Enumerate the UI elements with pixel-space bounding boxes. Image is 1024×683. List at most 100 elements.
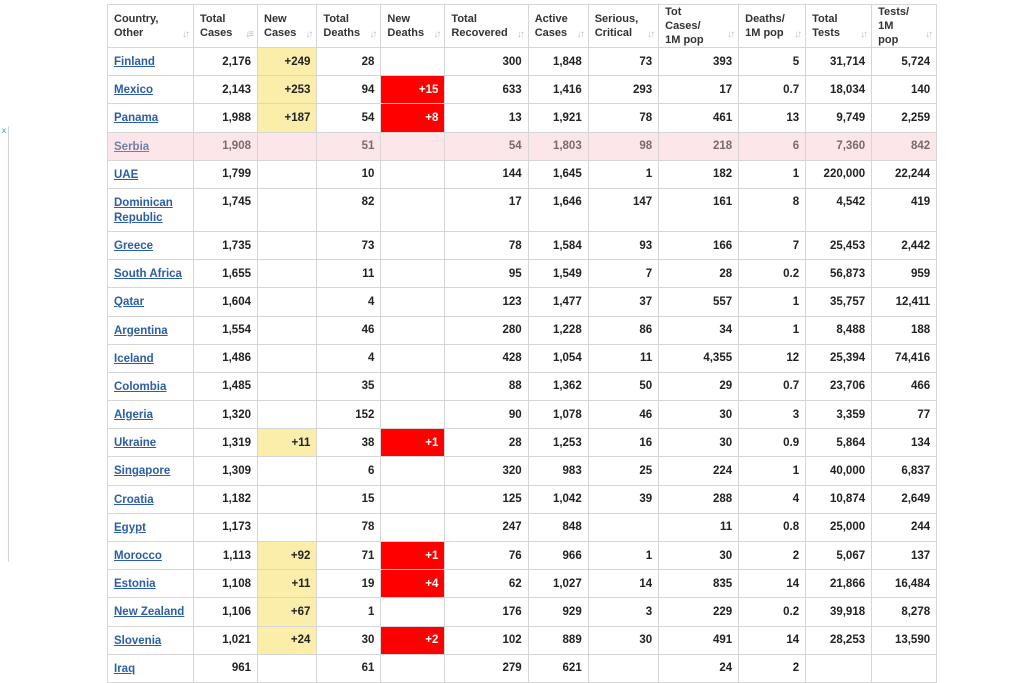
sort-arrows-icon[interactable]: ↓↑: [433, 29, 441, 40]
sort-arrows-icon[interactable]: ↓↑: [727, 29, 735, 40]
country-link[interactable]: New Zealand: [114, 606, 185, 619]
country-link[interactable]: Panama: [114, 112, 159, 125]
country-link[interactable]: Ukraine: [114, 437, 157, 450]
cell-cases-per-1m: 393: [658, 46, 740, 77]
cell-total-tests: 7,360: [805, 131, 873, 161]
cell-cases-per-1m: 224: [658, 456, 740, 486]
country-link[interactable]: Dominican Republic: [114, 196, 173, 224]
cell-serious: 37: [587, 287, 660, 317]
cell-total-deaths: 61: [316, 653, 382, 683]
column-header-active-cases[interactable]: Active Cases ↓↑: [527, 4, 589, 48]
cell-tests-per-1m: 466: [871, 371, 938, 402]
cell-active-cases: 1,645: [527, 159, 589, 189]
column-header-cases-per-1m[interactable]: Tot Cases/1M pop ↓↑: [658, 4, 740, 48]
country-link[interactable]: Singapore: [114, 465, 171, 478]
cell-tests-per-1m: 2,259: [871, 103, 938, 133]
column-header-label: Total Deaths: [323, 13, 361, 39]
column-header-deaths-per-1m[interactable]: Deaths/1M pop ↓↑: [738, 4, 807, 48]
cell-new-deaths: [380, 259, 446, 289]
table-row: Ukraine 1,319 +11 38 +1 28 1,253 16 30 0.9 5,864 13…: [107, 428, 938, 458]
cell-total-recovered: 78: [444, 230, 529, 261]
column-header-label: Serious, Critical: [594, 13, 639, 39]
cell-total-deaths: 54: [316, 103, 382, 133]
country-link[interactable]: Estonia: [114, 578, 156, 591]
country-link[interactable]: Slovenia: [114, 634, 162, 647]
column-header-total-cases[interactable]: Total Cases ↓≡: [193, 4, 258, 48]
sort-arrows-icon[interactable]: ↓↑: [925, 29, 933, 40]
table-row: Colombia 1,485 35 88 1,362 50 29 0.7 23,706 466: [107, 371, 938, 402]
cell-new-cases: [256, 187, 318, 232]
cell-tests-per-1m: 16,484: [871, 569, 938, 599]
cell-country: Serbia: [107, 131, 194, 161]
cell-new-cases: [256, 400, 318, 430]
cell-new-deaths: +4: [380, 569, 446, 599]
column-header-new-deaths[interactable]: New Deaths ↓↑: [380, 4, 446, 48]
cell-deaths-per-1m: 5: [738, 46, 807, 77]
column-header-serious[interactable]: Serious, Critical ↓↑: [587, 4, 660, 48]
sort-arrows-icon[interactable]: ↓↑: [576, 29, 585, 40]
cell-serious: 14: [587, 569, 660, 599]
country-link[interactable]: South Africa: [114, 268, 182, 281]
cell-tests-per-1m: 12,411: [871, 287, 938, 317]
country-link[interactable]: Morocco: [114, 550, 162, 562]
country-link[interactable]: Finland: [114, 56, 155, 68]
cell-new-cases: [256, 484, 318, 514]
table-row: Iceland 1,486 4 428 1,054 11 4,355 12 25,394 74,4…: [107, 343, 938, 373]
sort-arrows-icon[interactable]: ↓↑: [794, 29, 802, 40]
column-header-label: Tot Cases/1M pop: [665, 6, 704, 46]
cell-serious: 50: [587, 371, 660, 402]
cell-deaths-per-1m: 2: [738, 540, 807, 571]
country-link[interactable]: Serbia: [114, 140, 150, 153]
cell-total-cases: 1,486: [193, 343, 258, 373]
sort-arrows-icon[interactable]: ↓↑: [860, 29, 868, 40]
cell-country: New Zealand: [107, 597, 194, 627]
column-header-total-deaths[interactable]: Total Deaths ↓↑: [316, 4, 382, 48]
close-icon[interactable]: x: [2, 126, 6, 135]
cell-new-deaths: +15: [380, 75, 446, 105]
cell-total-recovered: 102: [444, 625, 529, 655]
cell-total-cases: 1,021: [193, 625, 258, 655]
country-link[interactable]: Iraq: [114, 662, 136, 675]
sort-arrows-icon[interactable]: ↓↑: [516, 29, 525, 40]
column-header-new-cases[interactable]: New Cases ↓↑: [256, 4, 318, 48]
sort-arrows-icon[interactable]: ↓↑: [647, 29, 655, 40]
country-link[interactable]: Iceland: [114, 352, 154, 365]
cell-cases-per-1m: 835: [658, 569, 740, 599]
cell-country: Egypt: [107, 512, 194, 543]
cell-total-recovered: 633: [444, 75, 529, 105]
sort-arrows-icon[interactable]: ↓↑: [369, 29, 377, 40]
column-header-tests-per-1m[interactable]: Tests/1M pop ↓↑: [871, 4, 938, 48]
cell-tests-per-1m: 22,244: [871, 159, 938, 189]
column-header-total-tests[interactable]: Total Tests ↓↑: [805, 4, 873, 48]
cell-cases-per-1m: 229: [658, 597, 740, 627]
cell-new-deaths: [380, 187, 446, 232]
cell-serious: 46: [587, 400, 660, 430]
sort-desc-icon[interactable]: ↓≡: [245, 29, 254, 40]
cell-total-deaths: 10: [316, 159, 382, 189]
country-link[interactable]: Mexico: [114, 84, 153, 97]
country-link[interactable]: Algeria: [114, 409, 153, 422]
country-link[interactable]: Egypt: [114, 521, 146, 534]
cell-total-cases: 1,113: [193, 540, 258, 571]
cell-total-recovered: 28: [444, 428, 529, 458]
cell-serious: [587, 653, 660, 683]
country-link[interactable]: Greece: [114, 239, 154, 252]
cell-country: Estonia: [107, 569, 194, 599]
country-link[interactable]: Colombia: [114, 380, 167, 393]
country-link[interactable]: Argentina: [114, 324, 168, 337]
country-link[interactable]: Qatar: [114, 296, 145, 309]
cell-active-cases: 1,803: [527, 131, 589, 161]
cell-new-deaths: [380, 371, 446, 402]
country-link[interactable]: UAE: [114, 168, 139, 181]
sort-arrows-icon[interactable]: ↓↑: [305, 29, 313, 40]
cell-country: Iraq: [107, 653, 194, 683]
country-link[interactable]: Croatia: [114, 493, 154, 506]
column-header-country[interactable]: Country, Other ↓↑: [107, 4, 194, 48]
cell-new-deaths: [380, 315, 446, 345]
column-header-total-recovered[interactable]: Total Recovered ↓↑: [444, 4, 529, 48]
cell-new-cases: +11: [256, 569, 318, 599]
cell-total-cases: 1,735: [193, 230, 258, 261]
sort-arrows-icon[interactable]: ↓↑: [182, 29, 190, 40]
cell-new-cases: [256, 287, 318, 317]
cell-deaths-per-1m: 12: [738, 343, 807, 373]
